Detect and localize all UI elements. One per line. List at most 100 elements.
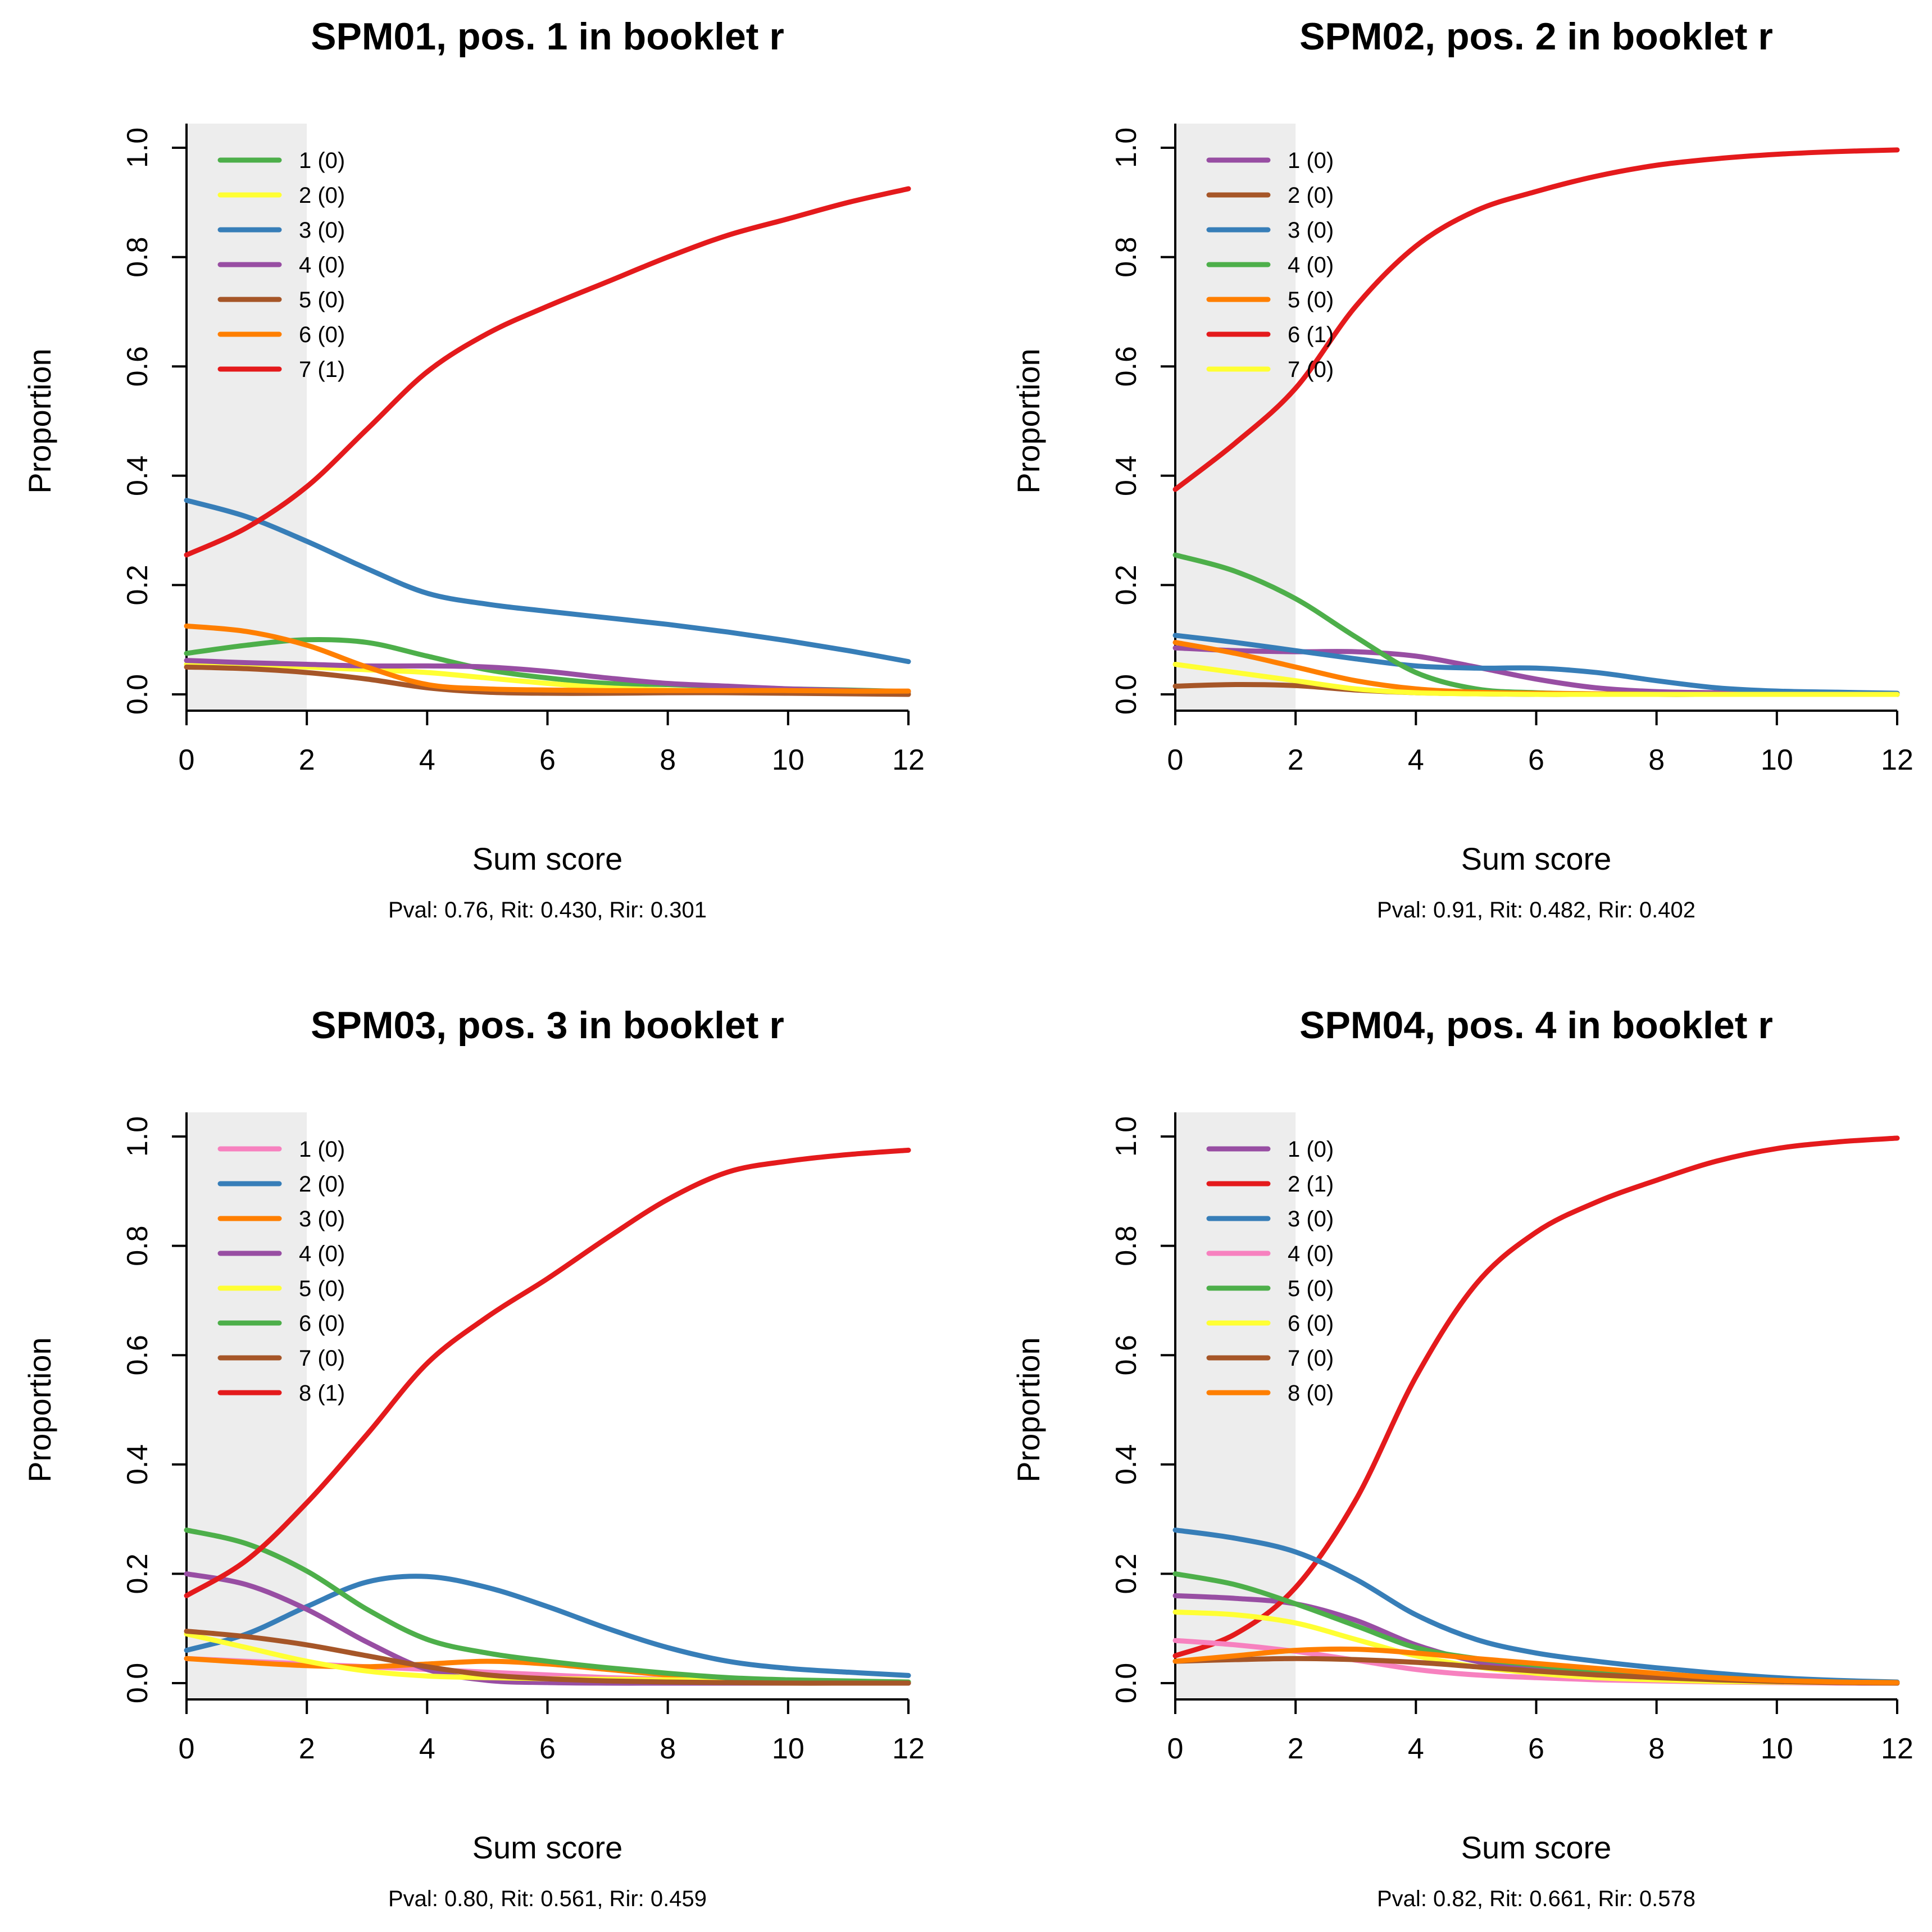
x-tick-label: 0 bbox=[1167, 744, 1184, 776]
x-tick-label: 0 bbox=[1167, 1733, 1184, 1765]
legend-entry: 6 (0) bbox=[1288, 1311, 1334, 1336]
x-axis-title: Sum score bbox=[472, 841, 623, 876]
series-line-2 bbox=[1172, 1135, 1900, 1658]
y-tick-label: 0.8 bbox=[1110, 237, 1143, 277]
y-tick-label: 0.6 bbox=[121, 1335, 154, 1375]
series-line-6 bbox=[1172, 147, 1900, 492]
y-tick-label: 0.4 bbox=[1110, 456, 1143, 496]
x-tick-label: 6 bbox=[539, 744, 556, 776]
y-tick-label: 0.6 bbox=[1110, 346, 1143, 387]
series-line-8 bbox=[184, 1147, 911, 1598]
series-line-7 bbox=[184, 1629, 911, 1686]
chart-title: SPM04, pos. 4 in booklet r bbox=[1299, 1004, 1773, 1047]
shaded-region bbox=[187, 1112, 307, 1699]
shaded-region bbox=[187, 124, 307, 711]
x-tick-label: 10 bbox=[772, 1733, 804, 1765]
legend-entry: 6 (0) bbox=[299, 322, 345, 347]
series-line-7 bbox=[184, 186, 911, 558]
legend-entry: 3 (0) bbox=[1288, 218, 1334, 243]
series-line-5 bbox=[184, 664, 911, 697]
legend-entry: 6 (0) bbox=[299, 1311, 345, 1336]
legend-entry: 8 (0) bbox=[1288, 1381, 1334, 1406]
x-tick-label: 12 bbox=[892, 1733, 925, 1765]
x-tick-label: 6 bbox=[1528, 1733, 1544, 1765]
legend-entry: 3 (0) bbox=[299, 1207, 345, 1231]
legend-entry: 4 (0) bbox=[1288, 253, 1334, 278]
chart-title: SPM02, pos. 2 in booklet r bbox=[1299, 15, 1773, 58]
x-tick-label: 2 bbox=[299, 1733, 315, 1765]
y-tick-label: 0.2 bbox=[1110, 1553, 1143, 1594]
y-tick-label: 0.0 bbox=[1110, 1663, 1143, 1703]
legend-entry: 7 (0) bbox=[299, 1346, 345, 1371]
y-tick-label: 0.2 bbox=[121, 565, 154, 605]
x-tick-label: 12 bbox=[1881, 1733, 1913, 1765]
item-stats: Pval: 0.80, Rit: 0.561, Rir: 0.459 bbox=[388, 1886, 707, 1911]
legend-entry: 5 (0) bbox=[1288, 288, 1334, 312]
y-axis-title: Proportion bbox=[1011, 348, 1046, 493]
legend-entry: 5 (0) bbox=[299, 1276, 345, 1301]
legend-entry: 5 (0) bbox=[299, 288, 345, 312]
item-stats: Pval: 0.76, Rit: 0.430, Rir: 0.301 bbox=[388, 898, 707, 922]
y-tick-label: 0.4 bbox=[1110, 1444, 1143, 1485]
x-tick-label: 8 bbox=[660, 744, 676, 776]
y-tick-label: 0.4 bbox=[121, 1444, 154, 1485]
x-tick-label: 12 bbox=[1881, 744, 1913, 776]
legend-entry: 4 (0) bbox=[299, 253, 345, 278]
legend-entry: 1 (0) bbox=[299, 148, 345, 173]
y-tick-label: 0.0 bbox=[121, 674, 154, 715]
y-tick-label: 1.0 bbox=[121, 128, 154, 168]
x-tick-label: 2 bbox=[1288, 1733, 1304, 1765]
chart-title: SPM03, pos. 3 in booklet r bbox=[311, 1004, 784, 1047]
chart-panel-3: SPM03, pos. 3 in booklet r 0 2 4 6 8 10 12 0.0 0.… bbox=[22, 1004, 925, 1911]
series-line-3 bbox=[1172, 1528, 1900, 1685]
y-tick-label: 0.8 bbox=[1110, 1225, 1143, 1266]
item-stats: Pval: 0.82, Rit: 0.661, Rir: 0.578 bbox=[1377, 1886, 1695, 1911]
legend-entry: 7 (0) bbox=[1288, 1346, 1334, 1371]
x-tick-label: 8 bbox=[1648, 744, 1665, 776]
y-axis-title: Proportion bbox=[22, 1337, 57, 1482]
legend-entry: 1 (0) bbox=[1288, 1137, 1334, 1162]
series-line-7 bbox=[1172, 661, 1900, 697]
y-tick-label: 1.0 bbox=[1110, 128, 1143, 168]
x-tick-label: 4 bbox=[1408, 744, 1424, 776]
series-line-6 bbox=[184, 623, 911, 694]
legend-entry: 2 (1) bbox=[1288, 1172, 1334, 1197]
x-tick-label: 10 bbox=[1761, 1733, 1793, 1765]
y-axis-title: Proportion bbox=[22, 348, 57, 493]
x-tick-label: 4 bbox=[1408, 1733, 1424, 1765]
chart-panel-2: SPM02, pos. 2 in booklet r 0 2 4 6 8 10 12 0.0 0.… bbox=[1011, 15, 1913, 922]
legend-entry: 4 (0) bbox=[299, 1242, 345, 1266]
series-line-3 bbox=[184, 498, 911, 665]
x-tick-label: 6 bbox=[539, 1733, 556, 1765]
legend-entry: 8 (1) bbox=[299, 1381, 345, 1406]
legend-entry: 7 (1) bbox=[299, 357, 345, 382]
y-tick-label: 0.0 bbox=[121, 1663, 154, 1703]
series-line-6 bbox=[184, 1528, 911, 1685]
series-line-8 bbox=[1172, 1646, 1900, 1685]
x-axis-title: Sum score bbox=[1461, 1830, 1612, 1865]
legend-entry: 7 (0) bbox=[1288, 357, 1334, 382]
y-axis-title: Proportion bbox=[1011, 1337, 1046, 1482]
x-tick-label: 0 bbox=[179, 1733, 195, 1765]
legend-entry: 2 (0) bbox=[299, 1172, 345, 1197]
y-tick-label: 0.8 bbox=[121, 237, 154, 277]
x-tick-label: 4 bbox=[419, 1733, 435, 1765]
chart-panel-4: SPM04, pos. 4 in booklet r 0 2 4 6 8 10 12 0.0 0.… bbox=[1011, 1004, 1913, 1911]
x-tick-label: 8 bbox=[1648, 1733, 1665, 1765]
legend-entry: 3 (0) bbox=[299, 218, 345, 243]
item-stats: Pval: 0.91, Rit: 0.482, Rir: 0.402 bbox=[1377, 898, 1695, 922]
y-tick-label: 1.0 bbox=[1110, 1116, 1143, 1157]
legend-entry: 6 (1) bbox=[1288, 322, 1334, 347]
legend-entry: 4 (0) bbox=[1288, 1242, 1334, 1266]
x-tick-label: 2 bbox=[299, 744, 315, 776]
x-tick-label: 10 bbox=[1761, 744, 1793, 776]
x-tick-label: 4 bbox=[419, 744, 435, 776]
y-tick-label: 0.6 bbox=[1110, 1335, 1143, 1375]
legend-entry: 2 (0) bbox=[299, 183, 345, 208]
y-tick-label: 0.0 bbox=[1110, 674, 1143, 715]
x-tick-label: 8 bbox=[660, 1733, 676, 1765]
chart-title: SPM01, pos. 1 in booklet r bbox=[311, 15, 784, 58]
legend-entry: 2 (0) bbox=[1288, 183, 1334, 208]
x-tick-label: 12 bbox=[892, 744, 925, 776]
